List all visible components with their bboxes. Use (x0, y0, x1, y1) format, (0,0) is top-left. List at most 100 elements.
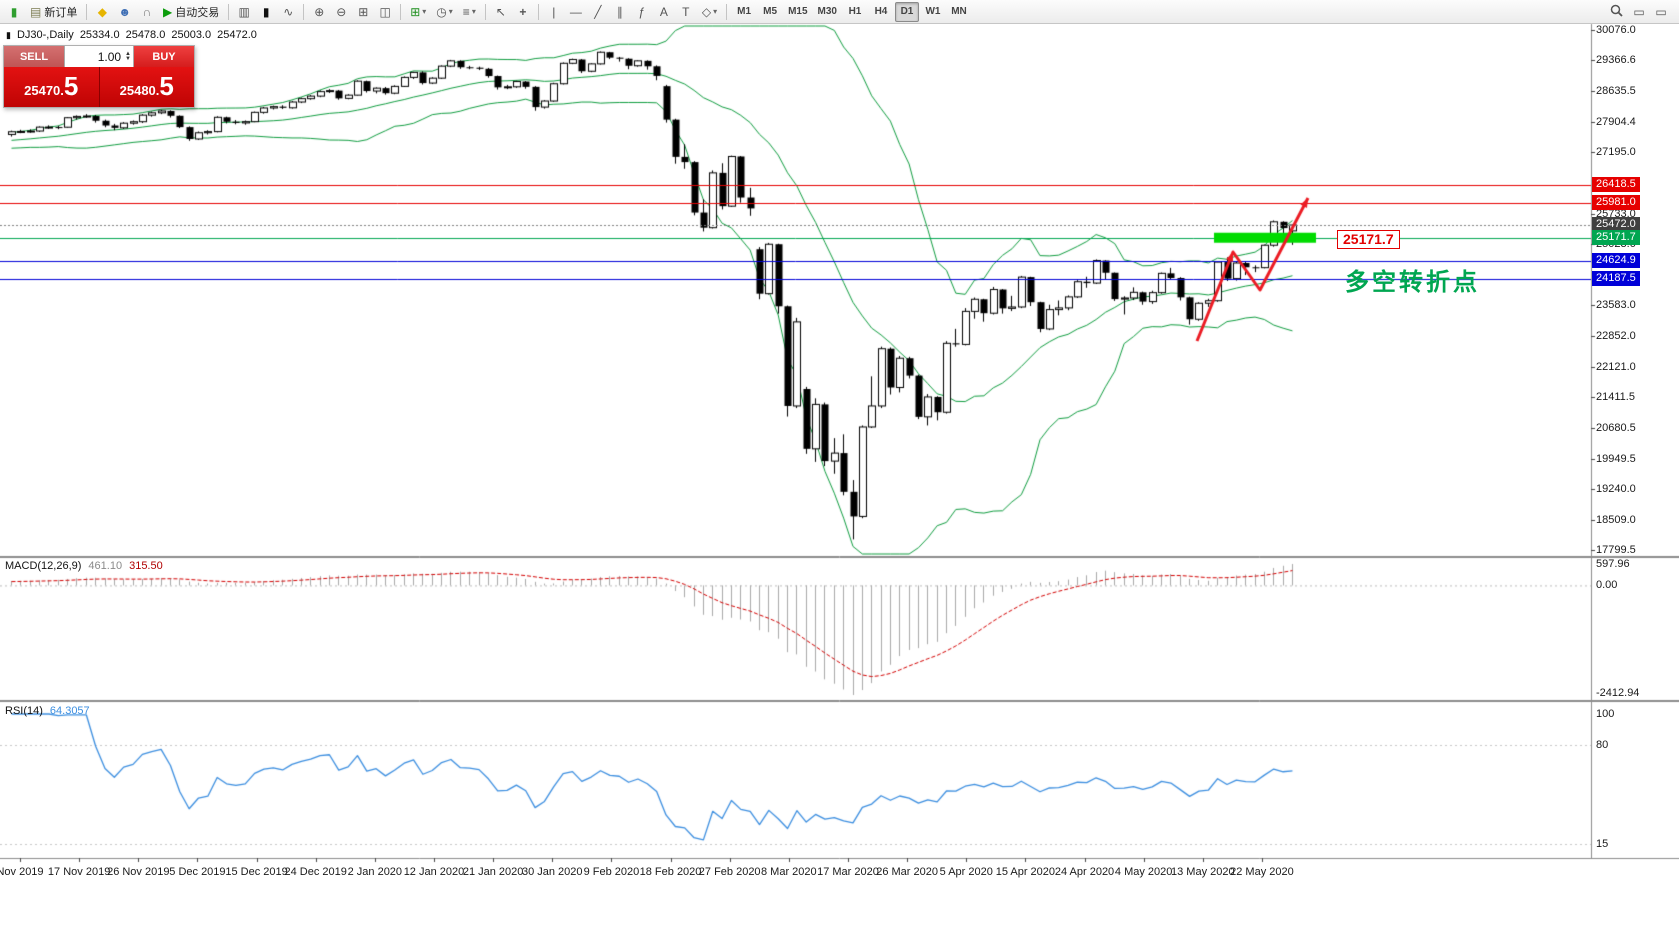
macd-signal-value: 315.50 (129, 560, 163, 572)
toolbar-right-group: ▭ ▭ (1605, 0, 1676, 23)
line-chart-button[interactable]: ∿ (278, 2, 298, 22)
timeframe-d1-button[interactable]: D1 (894, 1, 919, 22)
person-icon: ☻ (118, 4, 131, 19)
bar-chart-button[interactable]: ▥ (234, 2, 254, 22)
grid-icon: ⊞ (358, 4, 369, 19)
magnifier-icon (1610, 4, 1623, 19)
label-icon: T (682, 4, 690, 19)
hline-icon: — (569, 4, 582, 19)
toolbar-separator (86, 3, 88, 20)
auto-trading-button[interactable]: ▶ 自动交易 (159, 2, 223, 22)
community-button[interactable]: ▭ (1651, 2, 1671, 22)
tile-icon: ◫ (379, 4, 391, 19)
text-button[interactable]: A (654, 2, 674, 22)
new-order-button[interactable]: ▤ 新订单 (26, 2, 81, 22)
dropdown-caret-icon: ▾ (448, 7, 453, 16)
buy-price-small: 25480. (119, 83, 160, 98)
text-icon: A (659, 4, 668, 19)
candlestick-chart-button[interactable]: ▮ (256, 2, 276, 22)
toolbar-separator (484, 3, 486, 20)
toolbar-separator (726, 3, 728, 20)
timeframe-mn-button[interactable]: MN (951, 6, 967, 17)
rsi-label: RSI(14) (5, 705, 43, 717)
buy-price-big: 5 (159, 71, 174, 101)
bubble-icon: ▭ (1633, 4, 1645, 19)
macd-label: MACD(12,26,9) (5, 560, 82, 572)
app-icon[interactable]: ▮ (4, 2, 24, 22)
timeframe-m5-button[interactable]: M5 (763, 6, 778, 17)
dropdown-caret-icon: ▾ (471, 7, 476, 16)
indicator-icon: ≡ (462, 4, 470, 19)
fibonacci-icon: ƒ (638, 4, 646, 19)
tile-windows-button[interactable]: ◫ (375, 2, 395, 22)
symbol-period-label: DJ30-,Daily (16, 29, 74, 41)
close-value: 25472.0 (217, 29, 257, 41)
fibonacci-button[interactable]: ƒ (632, 2, 652, 22)
line-icon: ∿ (283, 4, 294, 19)
toolbar-separator (228, 3, 230, 20)
crosshair-button[interactable]: + (513, 2, 533, 22)
timeframe-h4-button[interactable]: H4 (874, 6, 888, 17)
candles-icon: ▮ (262, 4, 270, 19)
timeframe-toolbar: M1 M5 M15 M30 H1 H4 D1 W1 MN (731, 0, 972, 23)
sell-price-big: 5 (63, 71, 79, 101)
ohlc-header: ▮ DJ30-,Daily 25334.0 25478.0 25003.0 25… (6, 29, 257, 41)
trendline-button[interactable]: ╱ (588, 2, 608, 22)
dropdown-caret-icon: ▾ (713, 7, 718, 16)
zoom-in-icon: ⊕ (314, 4, 325, 19)
timeframe-w1-button[interactable]: W1 (925, 6, 941, 17)
dropdown-caret-icon: ▾ (422, 7, 427, 16)
clock-icon: ◷ (436, 4, 447, 19)
auto-trading-button-label: 自动交易 (175, 6, 220, 19)
macd-main-value: 461.10 (88, 560, 123, 572)
order-form-icon: ▤ (30, 4, 42, 19)
toolbar-separator (400, 3, 402, 20)
volume-value: 1.00 (97, 49, 122, 64)
main-toolbar: ▮ ▤ 新订单 ◆ ☻ ∩ ▶ 自动交易 ▥ ▮ ∿ ⊕ ⊖ ⊞ ◫ ⊞ ▾ ◷ ▾ ≡ ▾ ↖ + | — ╱ ∥ ƒ A T ◇ ▾ M1… (0, 0, 1679, 24)
profile-button[interactable]: ☻ (114, 2, 135, 22)
bubble2-icon: ▭ (1655, 4, 1667, 19)
open-value: 25334.0 (79, 29, 120, 41)
channel-icon: ∥ (616, 4, 623, 19)
volume-spinner[interactable]: ▲ ▼ (125, 50, 131, 62)
search-button[interactable] (1606, 2, 1627, 22)
label-button[interactable]: T (676, 2, 696, 22)
new-chart-button[interactable]: ⊞ ▾ (406, 2, 430, 22)
zoom-in-button[interactable]: ⊕ (309, 2, 329, 22)
vertical-line-button[interactable]: | (544, 2, 564, 22)
horizontal-line-button[interactable]: — (566, 2, 586, 22)
grid-button[interactable]: ⊞ (353, 2, 373, 22)
buy-button[interactable]: BUY (134, 46, 194, 67)
zoom-out-button[interactable]: ⊖ (331, 2, 351, 22)
indicators-button[interactable]: ≡ ▾ (459, 2, 480, 22)
profiles-button[interactable]: ◷ ▾ (432, 2, 457, 22)
channel-button[interactable]: ∥ (610, 2, 630, 22)
sell-button[interactable]: SELL (4, 46, 64, 67)
timeframe-h1-button[interactable]: H1 (848, 6, 862, 17)
toolbar-left-group: ▮ ▤ 新订单 ◆ ☻ ∩ ▶ 自动交易 ▥ ▮ ∿ ⊕ ⊖ ⊞ ◫ ⊞ ▾ ◷ ▾ ≡ ▾ ↖ + | — ╱ ∥ ƒ A T ◇ ▾ (3, 0, 731, 23)
bars-icon: ▥ (238, 4, 250, 19)
sell-price[interactable]: 25470. 5 (4, 67, 99, 107)
toolbar-separator (537, 3, 539, 20)
chat-button[interactable]: ▭ (1629, 2, 1649, 22)
timeframe-m30-button[interactable]: M30 (817, 6, 837, 17)
buy-price[interactable]: 25480. 5 (99, 67, 194, 107)
timeframe-m15-button[interactable]: M15 (788, 6, 808, 17)
chart-mini-icon: ▮ (10, 4, 18, 19)
spin-up-icon[interactable]: ▲ (125, 50, 131, 57)
cursor-button[interactable]: ↖ (491, 2, 511, 22)
toolbar-separator (303, 3, 305, 20)
shapes-button[interactable]: ◇ ▾ (698, 2, 721, 22)
volume-input[interactable]: 1.00 ▲ ▼ (64, 46, 134, 67)
support-button[interactable]: ∩ (137, 2, 157, 22)
yellow-diamond-icon: ◆ (97, 4, 107, 19)
crosshair-icon: + (519, 4, 527, 19)
spin-down-icon[interactable]: ▼ (125, 55, 131, 62)
vline-icon: | (552, 4, 556, 19)
high-value: 25478.0 (125, 29, 166, 41)
timeframe-m1-button[interactable]: M1 (737, 6, 752, 17)
market-watch-button[interactable]: ◆ (92, 2, 112, 22)
low-value: 25003.0 (171, 29, 212, 41)
